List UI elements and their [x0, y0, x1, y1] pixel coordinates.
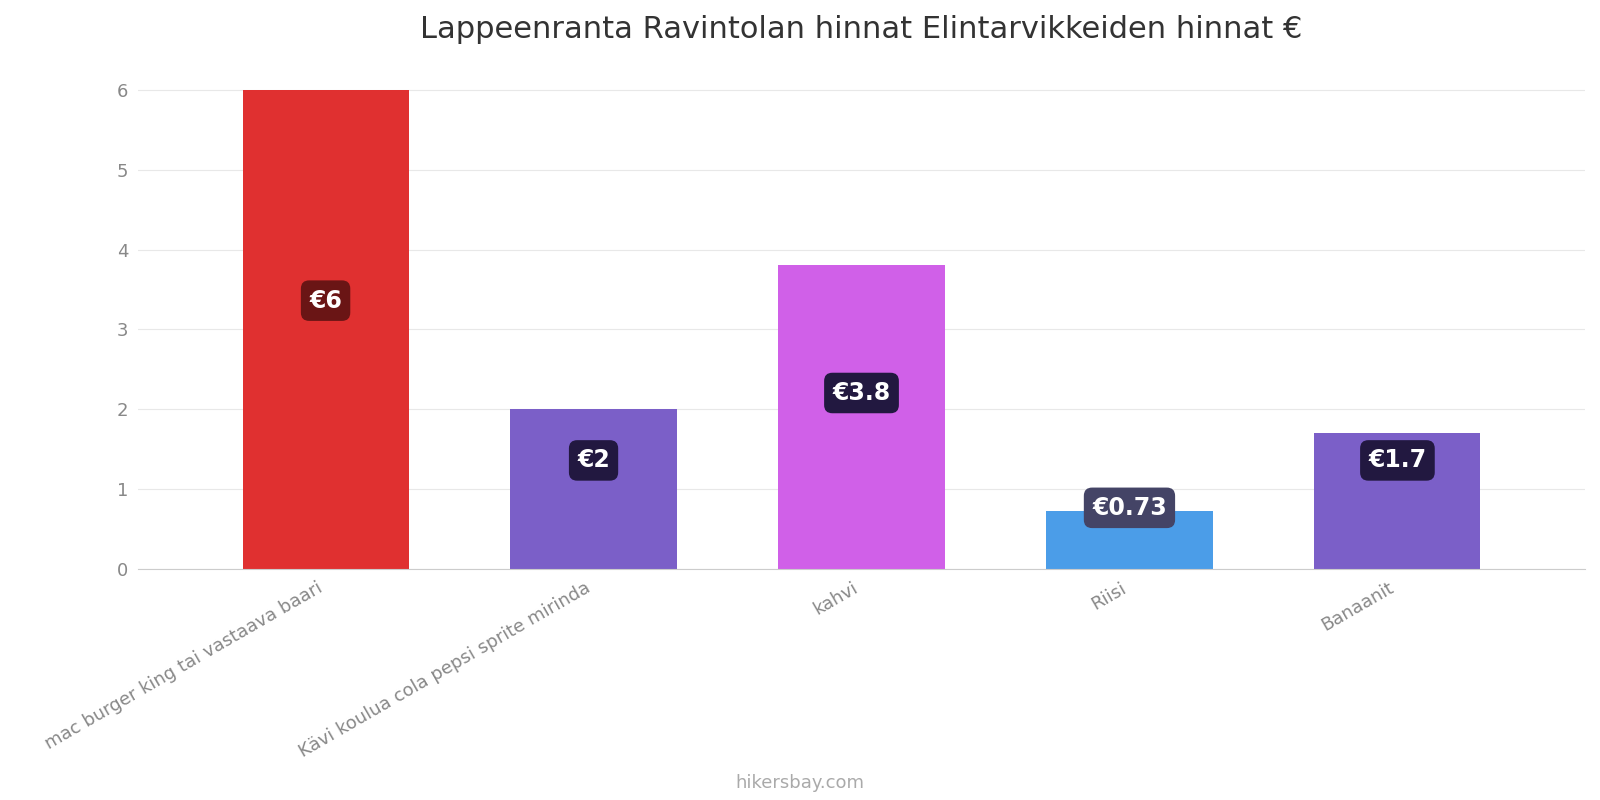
Text: €2: €2	[578, 449, 610, 473]
Bar	[243, 90, 408, 569]
Bar	[510, 410, 677, 569]
Text: €6: €6	[309, 289, 342, 313]
Text: €0.73: €0.73	[1093, 496, 1166, 520]
Text: €3.8: €3.8	[832, 381, 891, 405]
Bar	[1046, 510, 1213, 569]
Text: hikersbay.com: hikersbay.com	[736, 774, 864, 792]
Bar	[1314, 434, 1480, 569]
Text: €1.7: €1.7	[1368, 449, 1427, 473]
Title: Lappeenranta Ravintolan hinnat Elintarvikkeiden hinnat €: Lappeenranta Ravintolan hinnat Elintarvi…	[421, 15, 1302, 44]
Bar	[779, 266, 944, 569]
